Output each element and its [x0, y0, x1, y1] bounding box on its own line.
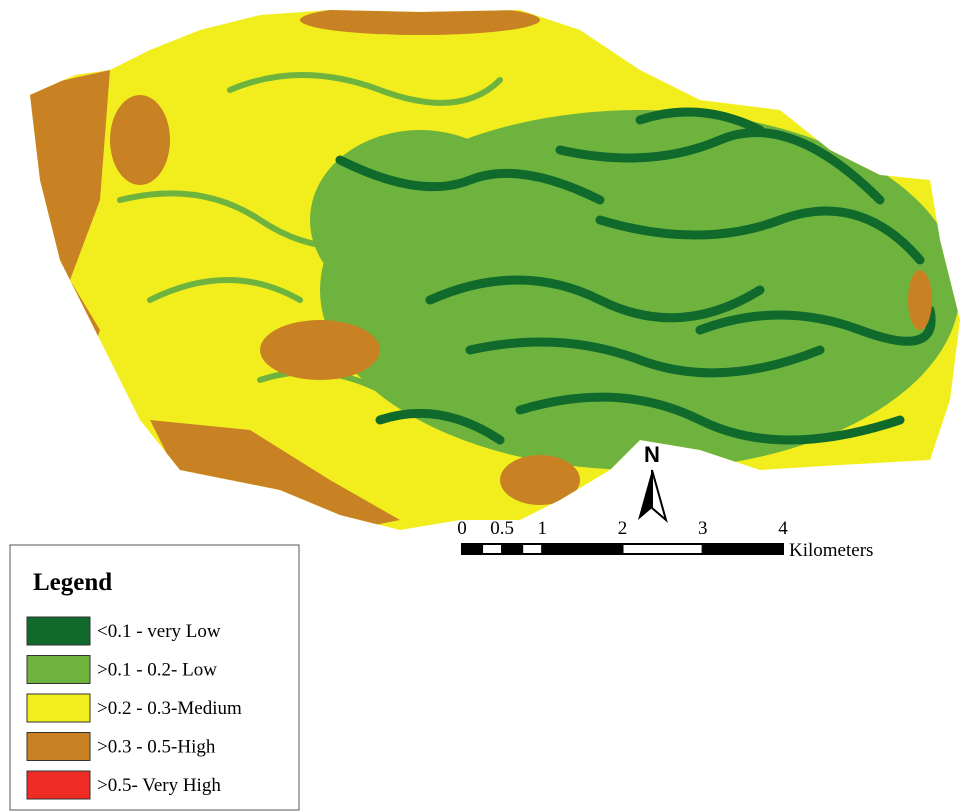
- erosion-map: [0, 0, 965, 540]
- legend-swatch: [27, 733, 90, 761]
- north-arrow: N: [638, 442, 666, 520]
- scale-label: 0.5: [490, 518, 514, 539]
- scale-label: 2: [618, 518, 628, 539]
- scale-label: 3: [698, 518, 708, 539]
- scale-unit: Kilometers: [789, 540, 873, 561]
- legend-label: >0.2 - 0.3-Medium: [97, 698, 242, 719]
- legend-label: <0.1 - very Low: [97, 621, 221, 642]
- legend-label: >0.3 - 0.5-High: [97, 737, 216, 758]
- scale-label: 0: [457, 518, 467, 539]
- north-label: N: [644, 442, 660, 467]
- scale-segment: [703, 544, 783, 554]
- scale-segment: [623, 544, 703, 554]
- legend-swatch: [27, 617, 90, 645]
- scale-label: 1: [538, 518, 548, 539]
- scale-segment: [482, 544, 502, 554]
- map-page: N 0 0.5 1 2 3 4Kilometers Legend <0.1 - very …: [0, 0, 965, 811]
- legend-label: >0.1 - 0.2- Low: [97, 660, 217, 681]
- legend-swatch: [27, 771, 90, 799]
- legend-label: >0.5- Very High: [97, 775, 221, 796]
- scale-segment: [522, 544, 542, 554]
- scale-segment: [502, 544, 522, 554]
- scale-segment: [542, 544, 622, 554]
- legend-swatch: [27, 656, 90, 684]
- legend: Legend <0.1 - very Low >0.1 - 0.2- Low >0.…: [10, 545, 299, 810]
- scale-label: 4: [778, 518, 788, 539]
- legend-title: Legend: [33, 569, 112, 596]
- scale-segment: [462, 544, 482, 554]
- legend-swatch: [27, 694, 90, 722]
